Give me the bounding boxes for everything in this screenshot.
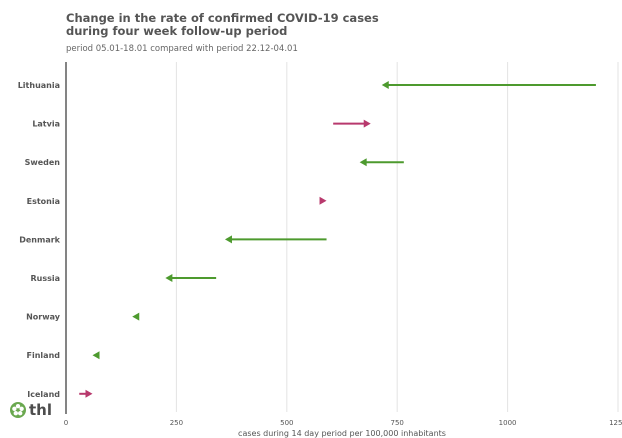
country-label: Norway [26, 313, 61, 322]
arrow-head [319, 196, 327, 205]
arrow-head [165, 274, 173, 282]
x-axis-label: cases during 14 day period per 100,000 i… [238, 429, 446, 438]
country-label: Lithuania [18, 81, 60, 90]
chart-title-line2: during four week follow-up period [66, 24, 288, 38]
thl-logo-text: thl [29, 401, 52, 419]
x-tick-label: 250 [170, 419, 183, 427]
arrow-head [363, 119, 371, 128]
x-tick-label: 1000 [499, 419, 517, 427]
country-label: Latvia [32, 120, 60, 129]
country-label: Russia [30, 274, 60, 283]
arrow-head [132, 312, 140, 321]
arrow-head [224, 235, 232, 244]
x-tick-label: 0 [64, 419, 68, 427]
chart-title: Change in the rate of confirmed COVID-19… [66, 12, 379, 38]
country-label: Sweden [25, 158, 61, 167]
arrow-head [85, 389, 93, 398]
thl-flower-icon [10, 402, 26, 418]
arrow-head [92, 351, 100, 360]
x-tick-label: 1250 [609, 419, 622, 427]
arrow-head [359, 158, 367, 167]
arrow-head [381, 81, 389, 89]
country-label: Iceland [27, 390, 60, 399]
country-label: Finland [27, 351, 61, 360]
country-label: Estonia [27, 197, 60, 206]
x-tick-label: 500 [280, 419, 293, 427]
thl-logo: thl [10, 401, 52, 419]
country-label: Denmark [19, 235, 60, 244]
chart-title-line1: Change in the rate of confirmed COVID-19… [66, 11, 379, 25]
chart-subtitle: period 05.01-18.01 compared with period … [66, 44, 298, 54]
x-tick-label: 750 [391, 419, 404, 427]
